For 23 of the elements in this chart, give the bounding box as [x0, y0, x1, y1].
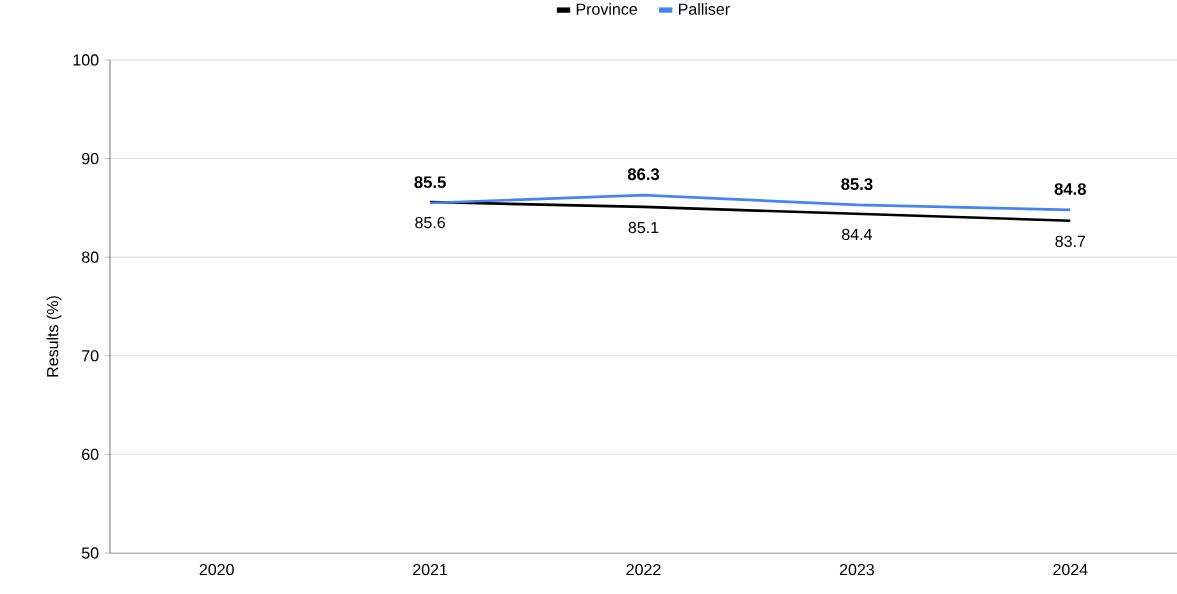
y-tick-label: 80	[81, 251, 99, 263]
y-tick-label: 100	[73, 54, 99, 66]
x-tick-label: 2024	[1053, 563, 1088, 576]
data-label: 86.3	[627, 168, 660, 181]
data-label: 84.4	[842, 228, 872, 241]
x-tick-label: 2022	[626, 563, 661, 576]
legend-label: Province	[576, 3, 637, 15]
x-tick-label: 2023	[839, 563, 874, 576]
y-tick-label: 70	[82, 350, 99, 362]
data-label: 85.6	[415, 216, 445, 229]
y-tick-label: 50	[81, 547, 99, 559]
data-label: 83.7	[1055, 235, 1086, 247]
data-label: 85.3	[841, 178, 873, 191]
data-label: 84.8	[1054, 183, 1087, 195]
y-tick-label: 90	[82, 152, 99, 165]
line-series	[428, 193, 1072, 212]
y-axis-title: Results (%)	[46, 296, 62, 377]
data-label: 85.1	[628, 221, 659, 234]
data-label: 85.5	[414, 176, 446, 189]
y-tick-label: 60	[82, 448, 99, 461]
x-tick-label: 2020	[199, 563, 234, 576]
legend-label: Palliser	[679, 3, 730, 15]
x-tick-label: 2021	[413, 563, 448, 576]
